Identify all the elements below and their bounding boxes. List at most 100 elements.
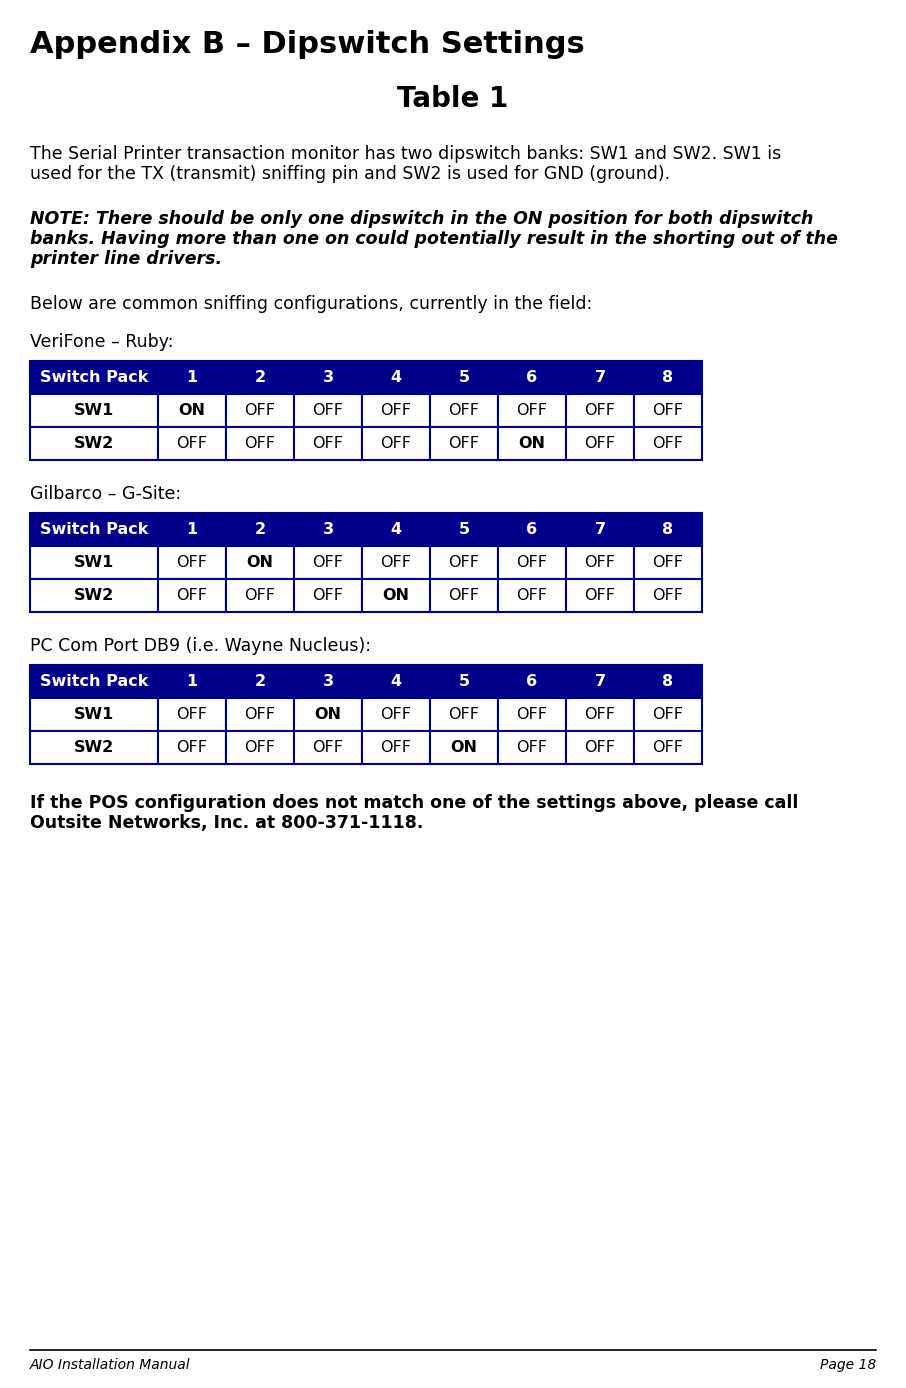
Text: used for the TX (transmit) sniffing pin and SW2 is used for GND (ground).: used for the TX (transmit) sniffing pin … (30, 165, 670, 183)
Text: Gilbarco – G-Site:: Gilbarco – G-Site: (30, 484, 181, 502)
Text: 2: 2 (255, 675, 265, 688)
Bar (498, 545, 566, 579)
Bar (30, 394, 158, 428)
Bar (30, 361, 158, 394)
Text: OFF: OFF (448, 706, 479, 722)
Text: OFF: OFF (313, 555, 343, 570)
Text: If the POS configuration does not match one of the settings above, please call: If the POS configuration does not match … (30, 794, 798, 812)
Text: Page 18: Page 18 (820, 1357, 876, 1371)
Bar (634, 545, 702, 579)
Bar (30, 514, 158, 545)
Text: 1: 1 (187, 371, 198, 384)
Bar (362, 361, 430, 394)
Bar (498, 731, 566, 763)
Text: SW2: SW2 (74, 740, 114, 755)
Text: AIO Installation Manual: AIO Installation Manual (30, 1357, 190, 1371)
Text: OFF: OFF (652, 589, 683, 602)
Text: 8: 8 (662, 371, 673, 384)
Bar (226, 514, 294, 545)
Text: OFF: OFF (177, 589, 207, 602)
Bar (226, 394, 294, 428)
Bar (226, 545, 294, 579)
Bar (634, 698, 702, 731)
Text: OFF: OFF (177, 555, 207, 570)
Bar (226, 428, 294, 459)
Bar (158, 428, 226, 459)
Text: OFF: OFF (652, 740, 683, 755)
Text: OFF: OFF (313, 403, 343, 418)
Bar (294, 394, 362, 428)
Text: OFF: OFF (584, 740, 615, 755)
Text: OFF: OFF (448, 555, 479, 570)
Bar (226, 731, 294, 763)
Text: OFF: OFF (245, 589, 275, 602)
Text: OFF: OFF (652, 706, 683, 722)
Text: OFF: OFF (381, 555, 411, 570)
Text: OFF: OFF (448, 436, 479, 451)
Text: 5: 5 (458, 371, 469, 384)
Text: OFF: OFF (584, 706, 615, 722)
Text: Table 1: Table 1 (398, 85, 508, 112)
Bar (158, 514, 226, 545)
Bar (634, 394, 702, 428)
Bar (634, 428, 702, 459)
Text: OFF: OFF (177, 436, 207, 451)
Text: SW1: SW1 (74, 403, 114, 418)
Bar (430, 698, 498, 731)
Bar (566, 394, 634, 428)
Bar (362, 579, 430, 612)
Text: NOTE: There should be only one dipswitch in the ON position for both dipswitch: NOTE: There should be only one dipswitch… (30, 210, 814, 228)
Text: 7: 7 (594, 675, 605, 688)
Text: OFF: OFF (652, 555, 683, 570)
Bar (498, 698, 566, 731)
Text: 3: 3 (323, 522, 333, 537)
Bar (294, 665, 362, 698)
Text: OFF: OFF (381, 403, 411, 418)
Bar (294, 428, 362, 459)
Text: OFF: OFF (313, 436, 343, 451)
Text: Switch Pack: Switch Pack (40, 675, 149, 688)
Text: VeriFone – Ruby:: VeriFone – Ruby: (30, 333, 174, 351)
Bar (362, 394, 430, 428)
Bar (294, 514, 362, 545)
Text: OFF: OFF (652, 436, 683, 451)
Text: OFF: OFF (177, 740, 207, 755)
Text: SW1: SW1 (74, 706, 114, 722)
Text: OFF: OFF (448, 589, 479, 602)
Text: OFF: OFF (516, 403, 547, 418)
Bar (566, 428, 634, 459)
Text: SW1: SW1 (74, 555, 114, 570)
Bar (30, 698, 158, 731)
Text: OFF: OFF (381, 740, 411, 755)
Text: 7: 7 (594, 371, 605, 384)
Bar (362, 545, 430, 579)
Text: SW2: SW2 (74, 589, 114, 602)
Bar (566, 514, 634, 545)
Text: 4: 4 (390, 675, 401, 688)
Bar (158, 545, 226, 579)
Text: OFF: OFF (177, 706, 207, 722)
Text: OFF: OFF (245, 436, 275, 451)
Text: 1: 1 (187, 675, 198, 688)
Text: 8: 8 (662, 522, 673, 537)
Text: OFF: OFF (313, 589, 343, 602)
Text: Outsite Networks, Inc. at 800-371-1118.: Outsite Networks, Inc. at 800-371-1118. (30, 813, 423, 831)
Bar (362, 665, 430, 698)
Bar (226, 698, 294, 731)
Bar (158, 731, 226, 763)
Bar (430, 394, 498, 428)
Bar (566, 579, 634, 612)
Text: ON: ON (246, 555, 274, 570)
Bar (362, 514, 430, 545)
Bar (566, 545, 634, 579)
Text: OFF: OFF (584, 589, 615, 602)
Text: 1: 1 (187, 522, 198, 537)
Bar (30, 665, 158, 698)
Text: OFF: OFF (584, 403, 615, 418)
Bar (158, 361, 226, 394)
Text: Below are common sniffing configurations, currently in the field:: Below are common sniffing configurations… (30, 296, 593, 314)
Text: OFF: OFF (516, 706, 547, 722)
Text: 5: 5 (458, 522, 469, 537)
Text: OFF: OFF (245, 706, 275, 722)
Bar (634, 731, 702, 763)
